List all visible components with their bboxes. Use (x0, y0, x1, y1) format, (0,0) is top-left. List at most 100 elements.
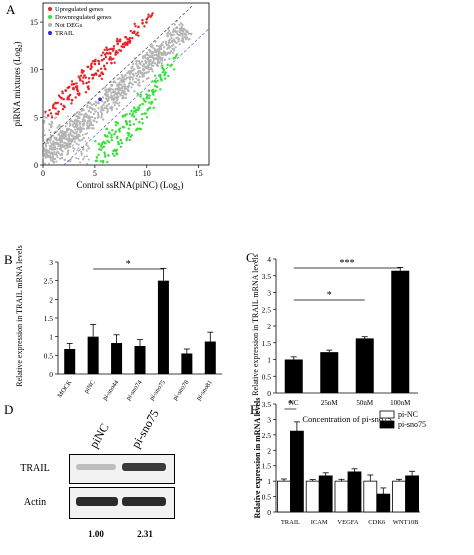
not-deg-point (52, 140, 55, 143)
data-point (92, 74, 95, 77)
not-deg-point (69, 131, 72, 134)
panel-c-category-label: 100nM (390, 399, 411, 407)
not-deg-point (147, 76, 150, 80)
data-point (147, 13, 150, 16)
not-deg-point (175, 36, 178, 40)
not-deg-point (184, 32, 187, 35)
not-deg-point (164, 42, 168, 45)
not-deg-point (72, 120, 75, 124)
data-point (111, 49, 115, 52)
not-deg-point (81, 120, 84, 123)
not-deg-point (79, 113, 82, 116)
not-deg-point (168, 57, 171, 60)
not-deg-point (132, 74, 135, 77)
data-point (99, 67, 103, 70)
not-deg-point (146, 53, 149, 57)
not-deg-point (180, 22, 183, 25)
not-deg-point (136, 60, 139, 63)
not-deg-point (45, 116, 48, 119)
data-point (54, 107, 57, 110)
not-deg-point (114, 101, 117, 104)
panel-b-y-tick-label: 2 (49, 295, 53, 304)
not-deg-point (44, 144, 48, 147)
not-deg-point (181, 39, 185, 42)
data-point (48, 108, 51, 112)
not-deg-point (77, 116, 80, 120)
not-deg-point (130, 66, 133, 70)
not-deg-point (51, 121, 54, 124)
data-point (138, 104, 142, 107)
not-deg-point (146, 71, 149, 74)
panel-e-bar (318, 475, 333, 513)
not-deg-point (79, 123, 82, 126)
y-tick-label: 0 (34, 161, 38, 170)
not-deg-point (62, 145, 65, 148)
not-deg-point (172, 48, 175, 51)
not-deg-point (82, 108, 85, 112)
legend-marker (48, 23, 52, 27)
not-deg-point (87, 116, 90, 119)
data-point (117, 141, 120, 145)
not-deg-point (150, 52, 153, 55)
data-point (139, 128, 143, 131)
not-deg-point (107, 103, 111, 106)
series-trail (98, 97, 102, 102)
not-deg-point (45, 142, 48, 145)
not-deg-point (90, 127, 94, 130)
panel-e-bar (305, 480, 320, 513)
not-deg-point (48, 128, 51, 131)
data-point (124, 43, 127, 46)
data-point (103, 48, 106, 52)
data-point (104, 68, 107, 71)
series-upregulated-genes (44, 12, 154, 119)
not-deg-point (72, 131, 75, 134)
not-deg-point (167, 39, 171, 42)
y-tick-label: 5 (34, 113, 38, 122)
not-deg-point (138, 75, 141, 78)
not-deg-point (108, 87, 111, 90)
panel-e-y-tick-label: 3.5 (262, 400, 272, 409)
not-deg-point (83, 121, 86, 124)
not-deg-point (85, 115, 88, 119)
panel-e-bar (363, 480, 378, 513)
not-deg-point (118, 77, 121, 80)
not-deg-point (80, 109, 83, 112)
data-point (145, 17, 149, 21)
data-point (123, 126, 126, 129)
not-deg-point (48, 123, 51, 126)
not-deg-point (68, 120, 71, 123)
data-point (131, 36, 134, 40)
actin-band-pinc (76, 497, 118, 506)
not-deg-point (181, 37, 185, 40)
data-point (151, 12, 154, 15)
not-deg-point (67, 129, 70, 132)
not-deg-point (79, 125, 82, 128)
panel-c-y-tick-label: 2.5 (262, 305, 272, 314)
data-point (125, 123, 129, 126)
data-point (104, 55, 108, 59)
x-axis-label: Control ssRNA(piNC) (Log2) (77, 180, 184, 192)
panel-c-y-tick-label: 3 (267, 289, 271, 298)
not-deg-point (119, 94, 122, 97)
data-point (70, 80, 74, 83)
not-deg-point (171, 51, 174, 54)
not-deg-point (70, 134, 73, 137)
not-deg-point (67, 134, 70, 137)
not-deg-point (96, 116, 99, 119)
data-point (102, 57, 106, 61)
not-deg-point (115, 92, 119, 95)
panel-c-bar (355, 338, 374, 393)
not-deg-point (82, 116, 85, 119)
panel-e-category-label: CDK6 (368, 519, 386, 526)
not-deg-point (112, 101, 115, 104)
data-point (113, 148, 117, 152)
not-deg-point (136, 64, 139, 67)
not-deg-point (112, 88, 115, 91)
data-point (97, 59, 100, 63)
not-deg-point (64, 134, 67, 137)
not-deg-point (134, 72, 137, 75)
not-deg-point (59, 131, 62, 134)
data-point (128, 39, 132, 43)
not-deg-point (110, 91, 113, 95)
not-deg-point (145, 77, 149, 80)
